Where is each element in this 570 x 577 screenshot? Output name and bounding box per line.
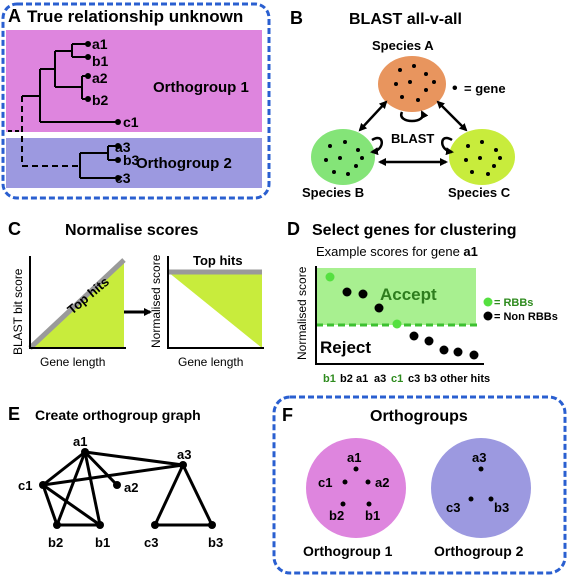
right-axes: [167, 256, 264, 349]
gene-label: c3: [446, 500, 460, 515]
panel-f: F Orthogroups a1 c1 a2 b2 b1 a3 c3 b3 Or…: [272, 395, 567, 575]
node-label: b2: [48, 535, 63, 550]
panel-title: Select genes for clustering: [312, 222, 517, 239]
right-y-axis-label: Normalised score: [149, 254, 163, 348]
left-x-axis-label: Gene length: [40, 355, 105, 369]
x-axis-labels: b1 b2 a1 a3 c1 c3 b3 other hits: [323, 373, 490, 385]
leaf-label: b1: [92, 53, 109, 69]
panel-letter: C: [8, 219, 21, 239]
orthogroup-1-label: Orthogroup 1: [153, 79, 249, 96]
accept-label: Accept: [380, 285, 437, 304]
node-label: b3: [208, 535, 223, 550]
orthogroup-graph-nodes: [39, 448, 216, 529]
gene-label: b3: [494, 500, 509, 515]
species-b-label: Species B: [302, 185, 364, 200]
x-tick-label: b2: [340, 373, 353, 385]
panel-title: Orthogroups: [370, 408, 468, 425]
gene-label: b1: [365, 508, 380, 523]
node-label: c1: [18, 478, 32, 493]
right-x-axis-label: Gene length: [178, 355, 243, 369]
leaf-label: c1: [123, 114, 139, 130]
panel-a-border: [1, 2, 271, 200]
panel-d: D Select genes for clustering Example sc…: [287, 219, 558, 385]
subtitle-gene: a1: [463, 244, 477, 259]
x-tick-label: other hits: [440, 373, 490, 385]
panel-letter: D: [287, 219, 300, 239]
orthogroup-2-box: [6, 138, 262, 188]
panel-c: C Normalise scores Top hits BLAST bit sc…: [8, 219, 264, 369]
gene-dots: [324, 64, 502, 176]
blast-label: BLAST: [391, 131, 434, 146]
right-tophits-label: Top hits: [193, 253, 243, 268]
x-tick-label: c1: [391, 373, 403, 385]
gene-legend-text: = gene: [464, 81, 506, 96]
leaf-label: a2: [92, 70, 108, 86]
panel-letter: E: [8, 404, 20, 424]
species-c-circle: [449, 129, 515, 185]
blast-arrows: [358, 100, 468, 166]
y-axis-label: Normalised score: [295, 266, 309, 360]
legend-non-rbb-dot: [483, 311, 493, 321]
node-label: b1: [95, 535, 110, 550]
panel-letter: F: [282, 405, 293, 425]
panel-title: True relationship unknown: [27, 7, 243, 26]
panel-title: BLAST all-v-all: [349, 11, 462, 28]
panel-letter: A: [8, 6, 21, 26]
reject-label: Reject: [320, 338, 371, 357]
gene-label: a1: [347, 450, 361, 465]
panel-a: A True relationship unknown: [1, 2, 271, 200]
gene-legend-dot: •: [452, 80, 458, 97]
legend-rbb-label: = RBBs: [494, 297, 533, 309]
gene-label: c1: [318, 475, 332, 490]
panel-letter: B: [290, 8, 303, 28]
accept-region: [316, 268, 476, 325]
panel-title: Create orthogroup graph: [35, 407, 201, 423]
plot-axes: [315, 266, 484, 365]
x-tick-label: c3: [408, 373, 420, 385]
subtitle-prefix: Example scores for gene: [316, 244, 463, 259]
node-label: a2: [124, 480, 138, 495]
score-points: [325, 272, 479, 360]
panel-title: Normalise scores: [65, 222, 199, 239]
species-a-circle: [378, 56, 446, 112]
node-label: a1: [73, 434, 87, 449]
x-tick-label: a1: [356, 373, 368, 385]
orthogroup-2-label: Orthogroup 2: [136, 155, 232, 172]
species-b-circle: [311, 129, 375, 185]
leaf-label: b3: [123, 152, 140, 168]
orthogroup-1-box: [6, 30, 262, 132]
legend-non-rbb-label: = Non RBBs: [494, 311, 558, 323]
legend-rbb-dot: [483, 297, 493, 307]
left-tophits-line: [28, 258, 126, 350]
gene-label: b2: [329, 508, 344, 523]
left-y-axis-label: BLAST bit score: [11, 268, 25, 355]
leaf-label: a1: [92, 36, 108, 52]
gene-label: a3: [472, 450, 486, 465]
node-label: a3: [177, 447, 191, 462]
orthogroup-2-circle: [431, 438, 531, 538]
species-a-label: Species A: [372, 38, 434, 53]
panel-b: B BLAST all-v-all Species A BLAST •: [290, 8, 515, 200]
gene-label: a2: [375, 475, 389, 490]
x-tick-label: a3: [374, 373, 386, 385]
node-label: c3: [144, 535, 158, 550]
species-c-label: Species C: [448, 185, 511, 200]
panel-subtitle: Example scores for gene a1: [316, 244, 478, 259]
orthogroup-gene-dots: [340, 466, 494, 507]
panel-f-border: [272, 395, 567, 575]
tree-leaf-dots: [85, 41, 121, 181]
x-tick-label: b1: [323, 373, 336, 385]
panel-e: E Create orthogroup graph a1 c1: [8, 404, 223, 550]
leaf-label: b2: [92, 92, 109, 108]
orthogroup-1-circle: [306, 438, 406, 538]
leaf-label: a3: [115, 139, 131, 155]
orthogroup-1-label: Orthogroup 1: [303, 543, 393, 559]
leaf-label: c3: [115, 170, 131, 186]
left-axes: [29, 256, 126, 349]
right-score-area: [168, 272, 262, 348]
orthogroup-2-label: Orthogroup 2: [434, 543, 524, 559]
x-tick-label: b3: [424, 373, 437, 385]
orthogroup-graph-edges: [41, 450, 214, 527]
